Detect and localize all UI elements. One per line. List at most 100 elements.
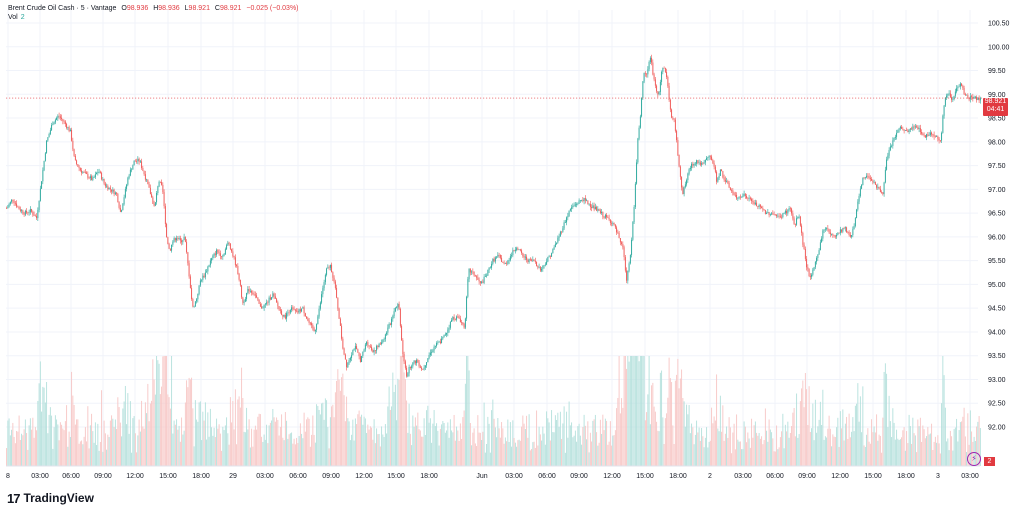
volume-bar xyxy=(119,422,121,466)
candle-body xyxy=(234,257,236,266)
candle-body xyxy=(611,222,613,224)
volume-bar xyxy=(472,432,474,466)
volume-bar xyxy=(876,414,878,466)
volume-bar xyxy=(233,429,235,466)
volume-label: Vol xyxy=(8,14,18,21)
candle-body xyxy=(572,205,574,208)
candle-body xyxy=(692,163,694,166)
volume-bar xyxy=(293,438,295,466)
volume-bar xyxy=(832,434,834,466)
candle-body xyxy=(662,67,664,72)
candle-body xyxy=(816,257,818,262)
price-axis[interactable]: 100.50100.0099.5099.0098.5098.0097.5097.… xyxy=(988,21,1010,432)
candle-body xyxy=(854,218,856,226)
volume-bar xyxy=(342,373,344,466)
x-tick-label: 03:00 xyxy=(505,473,523,480)
volume-bar xyxy=(808,386,810,466)
candle-body xyxy=(964,94,966,96)
volume-bar xyxy=(6,448,8,466)
x-tick-label: 09:00 xyxy=(94,473,112,480)
volume-bar xyxy=(791,426,793,466)
candle-body xyxy=(176,238,178,241)
symbol-title[interactable]: Brent Crude Oil Cash · 5 · Vantage xyxy=(8,5,117,12)
candle-body xyxy=(951,97,953,100)
candle-body xyxy=(954,91,956,96)
volume-bar xyxy=(624,356,626,466)
volume-bar xyxy=(259,414,261,466)
candle-body xyxy=(723,177,725,180)
y-tick-label: 95.50 xyxy=(988,258,1006,265)
candle-body xyxy=(232,251,234,257)
candle-body xyxy=(538,266,540,268)
candle-body xyxy=(752,200,754,203)
candle-body xyxy=(61,117,63,120)
volume-bar xyxy=(548,422,550,466)
volume-bar xyxy=(716,374,718,466)
volume-bar xyxy=(857,383,859,466)
candle-body xyxy=(842,228,844,232)
volume-bar xyxy=(458,440,460,466)
candle-body xyxy=(869,177,871,179)
candle-body xyxy=(277,302,279,307)
candle-body xyxy=(838,232,840,234)
volume-bar xyxy=(381,426,383,466)
volume-bar xyxy=(298,435,300,466)
candle-body xyxy=(381,342,383,344)
candle-body xyxy=(71,129,73,141)
time-axis[interactable]: 8 03:00 06:00 09:00 12:00 15:00 18:00 29 03:00 06… xyxy=(6,465,980,480)
lightning-icon[interactable]: ⚡ xyxy=(967,452,981,466)
candle-body xyxy=(394,307,396,312)
candle-body xyxy=(504,263,506,264)
candle-body xyxy=(698,162,700,164)
candle-body xyxy=(481,281,483,283)
candle-body xyxy=(597,209,599,211)
candle-body xyxy=(283,315,285,317)
candle-body xyxy=(638,127,640,139)
candle-body xyxy=(108,187,110,190)
volume-bar xyxy=(837,417,839,466)
volume-bar xyxy=(296,437,298,466)
candle-body xyxy=(86,172,88,174)
volume-bar xyxy=(713,416,715,466)
candle-body xyxy=(603,216,605,218)
volume-bar xyxy=(769,429,771,466)
candle-body xyxy=(953,95,955,100)
volume-bar xyxy=(196,419,198,466)
candle-body xyxy=(238,273,240,280)
volume-bar xyxy=(602,414,604,466)
candle-body xyxy=(21,210,23,211)
candle-body xyxy=(99,171,101,173)
volume-bar xyxy=(251,428,253,466)
volume-bar xyxy=(579,435,581,466)
candle-body xyxy=(922,133,924,135)
candle-body xyxy=(817,254,819,258)
volume-bar xyxy=(399,356,401,466)
volume-bar xyxy=(963,407,965,466)
candle-body xyxy=(931,132,933,135)
volume-bar xyxy=(926,436,928,466)
candle-body xyxy=(194,301,196,307)
candle-body xyxy=(929,132,931,136)
volume-bar xyxy=(911,443,913,466)
candle-body xyxy=(109,187,111,190)
volume-bar xyxy=(873,426,875,466)
volume-bar xyxy=(332,404,334,466)
candle-body xyxy=(684,184,686,187)
candle-body xyxy=(452,316,454,320)
volume-bar xyxy=(273,417,275,466)
volume-bar xyxy=(266,424,268,466)
volume-bar xyxy=(167,394,169,466)
candle-body xyxy=(308,320,310,323)
candle-body xyxy=(799,216,801,226)
volume-bar xyxy=(763,440,765,466)
volume-bar xyxy=(223,430,225,466)
tradingview-logo[interactable]: 17 TradingView xyxy=(7,490,94,506)
volume-bar xyxy=(689,433,691,466)
candle-body xyxy=(142,167,144,171)
volume-bar xyxy=(649,424,651,466)
candle-body xyxy=(757,206,759,207)
candle-body xyxy=(843,228,845,229)
candle-body xyxy=(487,270,489,276)
volume-bar xyxy=(571,422,573,466)
